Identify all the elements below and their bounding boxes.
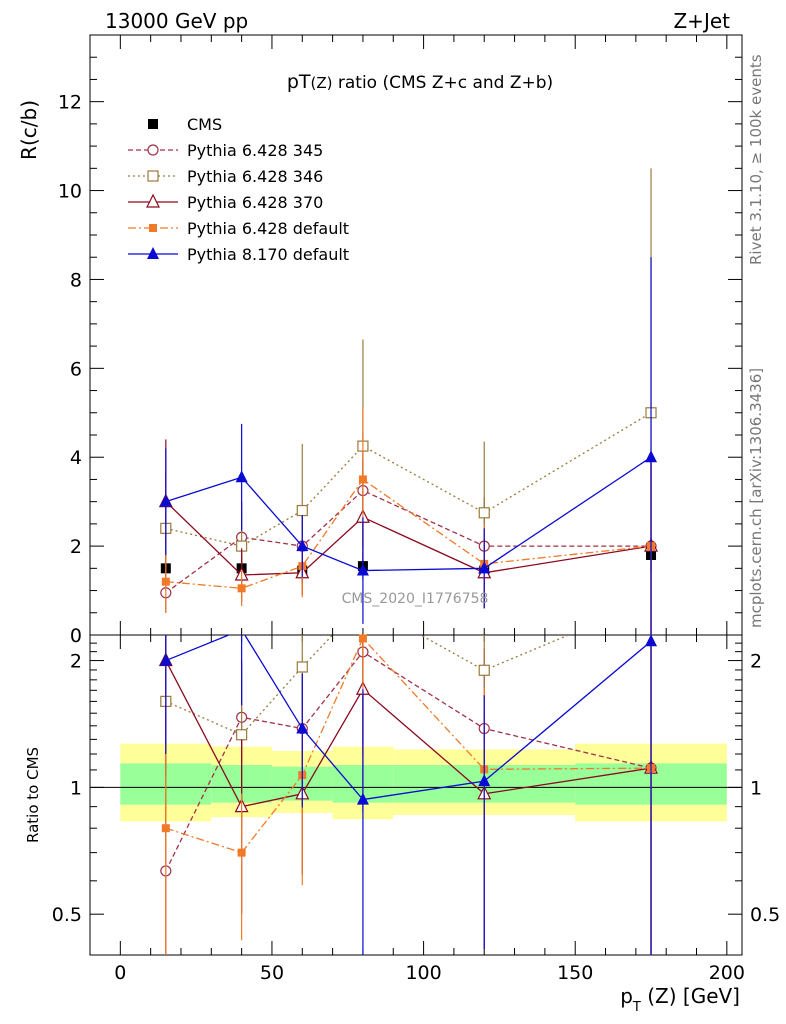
legend-entry: Pythia 6.428 345 xyxy=(128,141,323,160)
ratio-data-point xyxy=(296,661,308,673)
ratio-tick-label-left: 2 xyxy=(70,651,82,673)
ratio-data-point xyxy=(159,653,172,666)
data-point xyxy=(356,563,369,576)
ratio-data-point xyxy=(645,634,658,647)
data-point xyxy=(296,504,308,517)
uncertainty-bands xyxy=(120,743,727,822)
ratio-data-point xyxy=(161,824,170,833)
legend-label: Pythia 6.428 default xyxy=(187,219,349,238)
y-axis-label: R(c/b) xyxy=(17,100,41,160)
ratio-tick-label-right: 0.5 xyxy=(750,904,780,926)
ratio-tick-label-left: 0.5 xyxy=(52,904,82,926)
mcplots-label: mcplots.cern.ch [arXiv:1306.3436] xyxy=(747,368,765,628)
legend-label: Pythia 6.428 345 xyxy=(187,141,323,160)
legend-label: Pythia 6.428 370 xyxy=(187,193,323,212)
data-point xyxy=(161,577,170,586)
data-point xyxy=(478,561,491,574)
ratio-data-point xyxy=(296,721,309,734)
x-tick-label: 150 xyxy=(557,962,593,984)
series-pythia-8-170-default xyxy=(159,257,658,635)
chart-title: pT(Z) ratio (CMS Z+c and Z+b) xyxy=(287,71,553,93)
legend-entry: Pythia 8.170 default xyxy=(128,245,349,264)
y-tick-label: 8 xyxy=(70,269,82,291)
y-tick-label: 10 xyxy=(58,181,82,203)
legend-marker xyxy=(148,119,158,129)
series-line xyxy=(165,456,652,572)
analysis-watermark: CMS_2020_I1776758 xyxy=(342,591,489,607)
series-pythia-6-428-346 xyxy=(160,168,657,635)
main-panel-axes: 0 2 4 6 8 10 12 xyxy=(58,34,743,647)
ratio-tick-label-left: 1 xyxy=(70,777,82,799)
y-tick-label: 6 xyxy=(70,358,82,380)
series-line xyxy=(165,478,652,589)
x-tick-label: 100 xyxy=(405,962,441,984)
y-tick-label: 12 xyxy=(58,92,82,114)
main-panel-series xyxy=(158,168,658,635)
y-tick-label: 2 xyxy=(70,536,82,558)
legend-entry: Pythia 6.428 370 xyxy=(128,193,323,212)
x-axis-label: pT (Z) [GeV] xyxy=(620,984,740,1015)
legend-entry: Pythia 6.428 default xyxy=(128,219,349,238)
ratio-series-line xyxy=(165,660,652,808)
x-tick-label: 50 xyxy=(260,962,284,984)
ratio-data-point xyxy=(236,729,248,741)
rivet-label: Rivet 3.1.10, ≥ 100k events xyxy=(747,54,765,265)
ratio-data-point xyxy=(478,664,490,676)
series-line xyxy=(165,489,652,594)
x-tick-label: 0 xyxy=(114,962,126,984)
series-line xyxy=(165,501,652,576)
y-tick-label: 4 xyxy=(70,447,82,469)
legend-label: Pythia 8.170 default xyxy=(187,245,349,264)
legend-marker xyxy=(147,170,159,182)
x-tick-label: 200 xyxy=(709,962,745,984)
legend-marker xyxy=(147,144,159,156)
ratio-panel-axes: 0.5 0.51 12 20 50 100 150 200 xyxy=(52,35,780,984)
data-point xyxy=(237,584,246,593)
ratio-frame xyxy=(89,634,743,956)
ratio-tick-label-right: 2 xyxy=(750,651,762,673)
ratio-data-point xyxy=(237,848,246,857)
ratio-panel-series xyxy=(158,634,658,955)
ratio-series-pythia-8-170-default xyxy=(159,634,658,955)
data-point xyxy=(296,539,309,552)
legend-entry: Pythia 6.428 346 xyxy=(128,167,323,186)
y-tick-label: 0 xyxy=(70,625,82,647)
legend-marker xyxy=(146,193,160,208)
ratio-axis-label: Ratio to CMS xyxy=(24,747,42,843)
ratio-data-point xyxy=(478,774,491,787)
data-point xyxy=(358,475,367,484)
header-right: Z+Jet xyxy=(673,9,730,33)
legend-label: CMS xyxy=(187,115,222,134)
legend-marker xyxy=(149,224,157,232)
legend-entry: CMS xyxy=(148,115,222,134)
ratio-tick-label-right: 1 xyxy=(750,777,762,799)
ratio-series-line xyxy=(165,635,652,801)
legend-marker xyxy=(147,247,159,259)
ratio-series-line xyxy=(165,651,652,872)
legend: CMS Pythia 6.428 345 Pythia 6.428 346 Pythi… xyxy=(128,115,349,264)
data-point xyxy=(159,494,172,507)
ratio-data-point xyxy=(358,634,367,643)
header-left: 13000 GeV pp xyxy=(105,9,248,33)
legend-label: Pythia 6.428 346 xyxy=(187,167,323,186)
ratio-series-line xyxy=(165,635,571,736)
data-point xyxy=(645,450,658,463)
data-point xyxy=(235,470,248,483)
ratio-series-line xyxy=(165,637,652,854)
data-point xyxy=(478,507,490,519)
ratio-data-point xyxy=(356,792,369,805)
